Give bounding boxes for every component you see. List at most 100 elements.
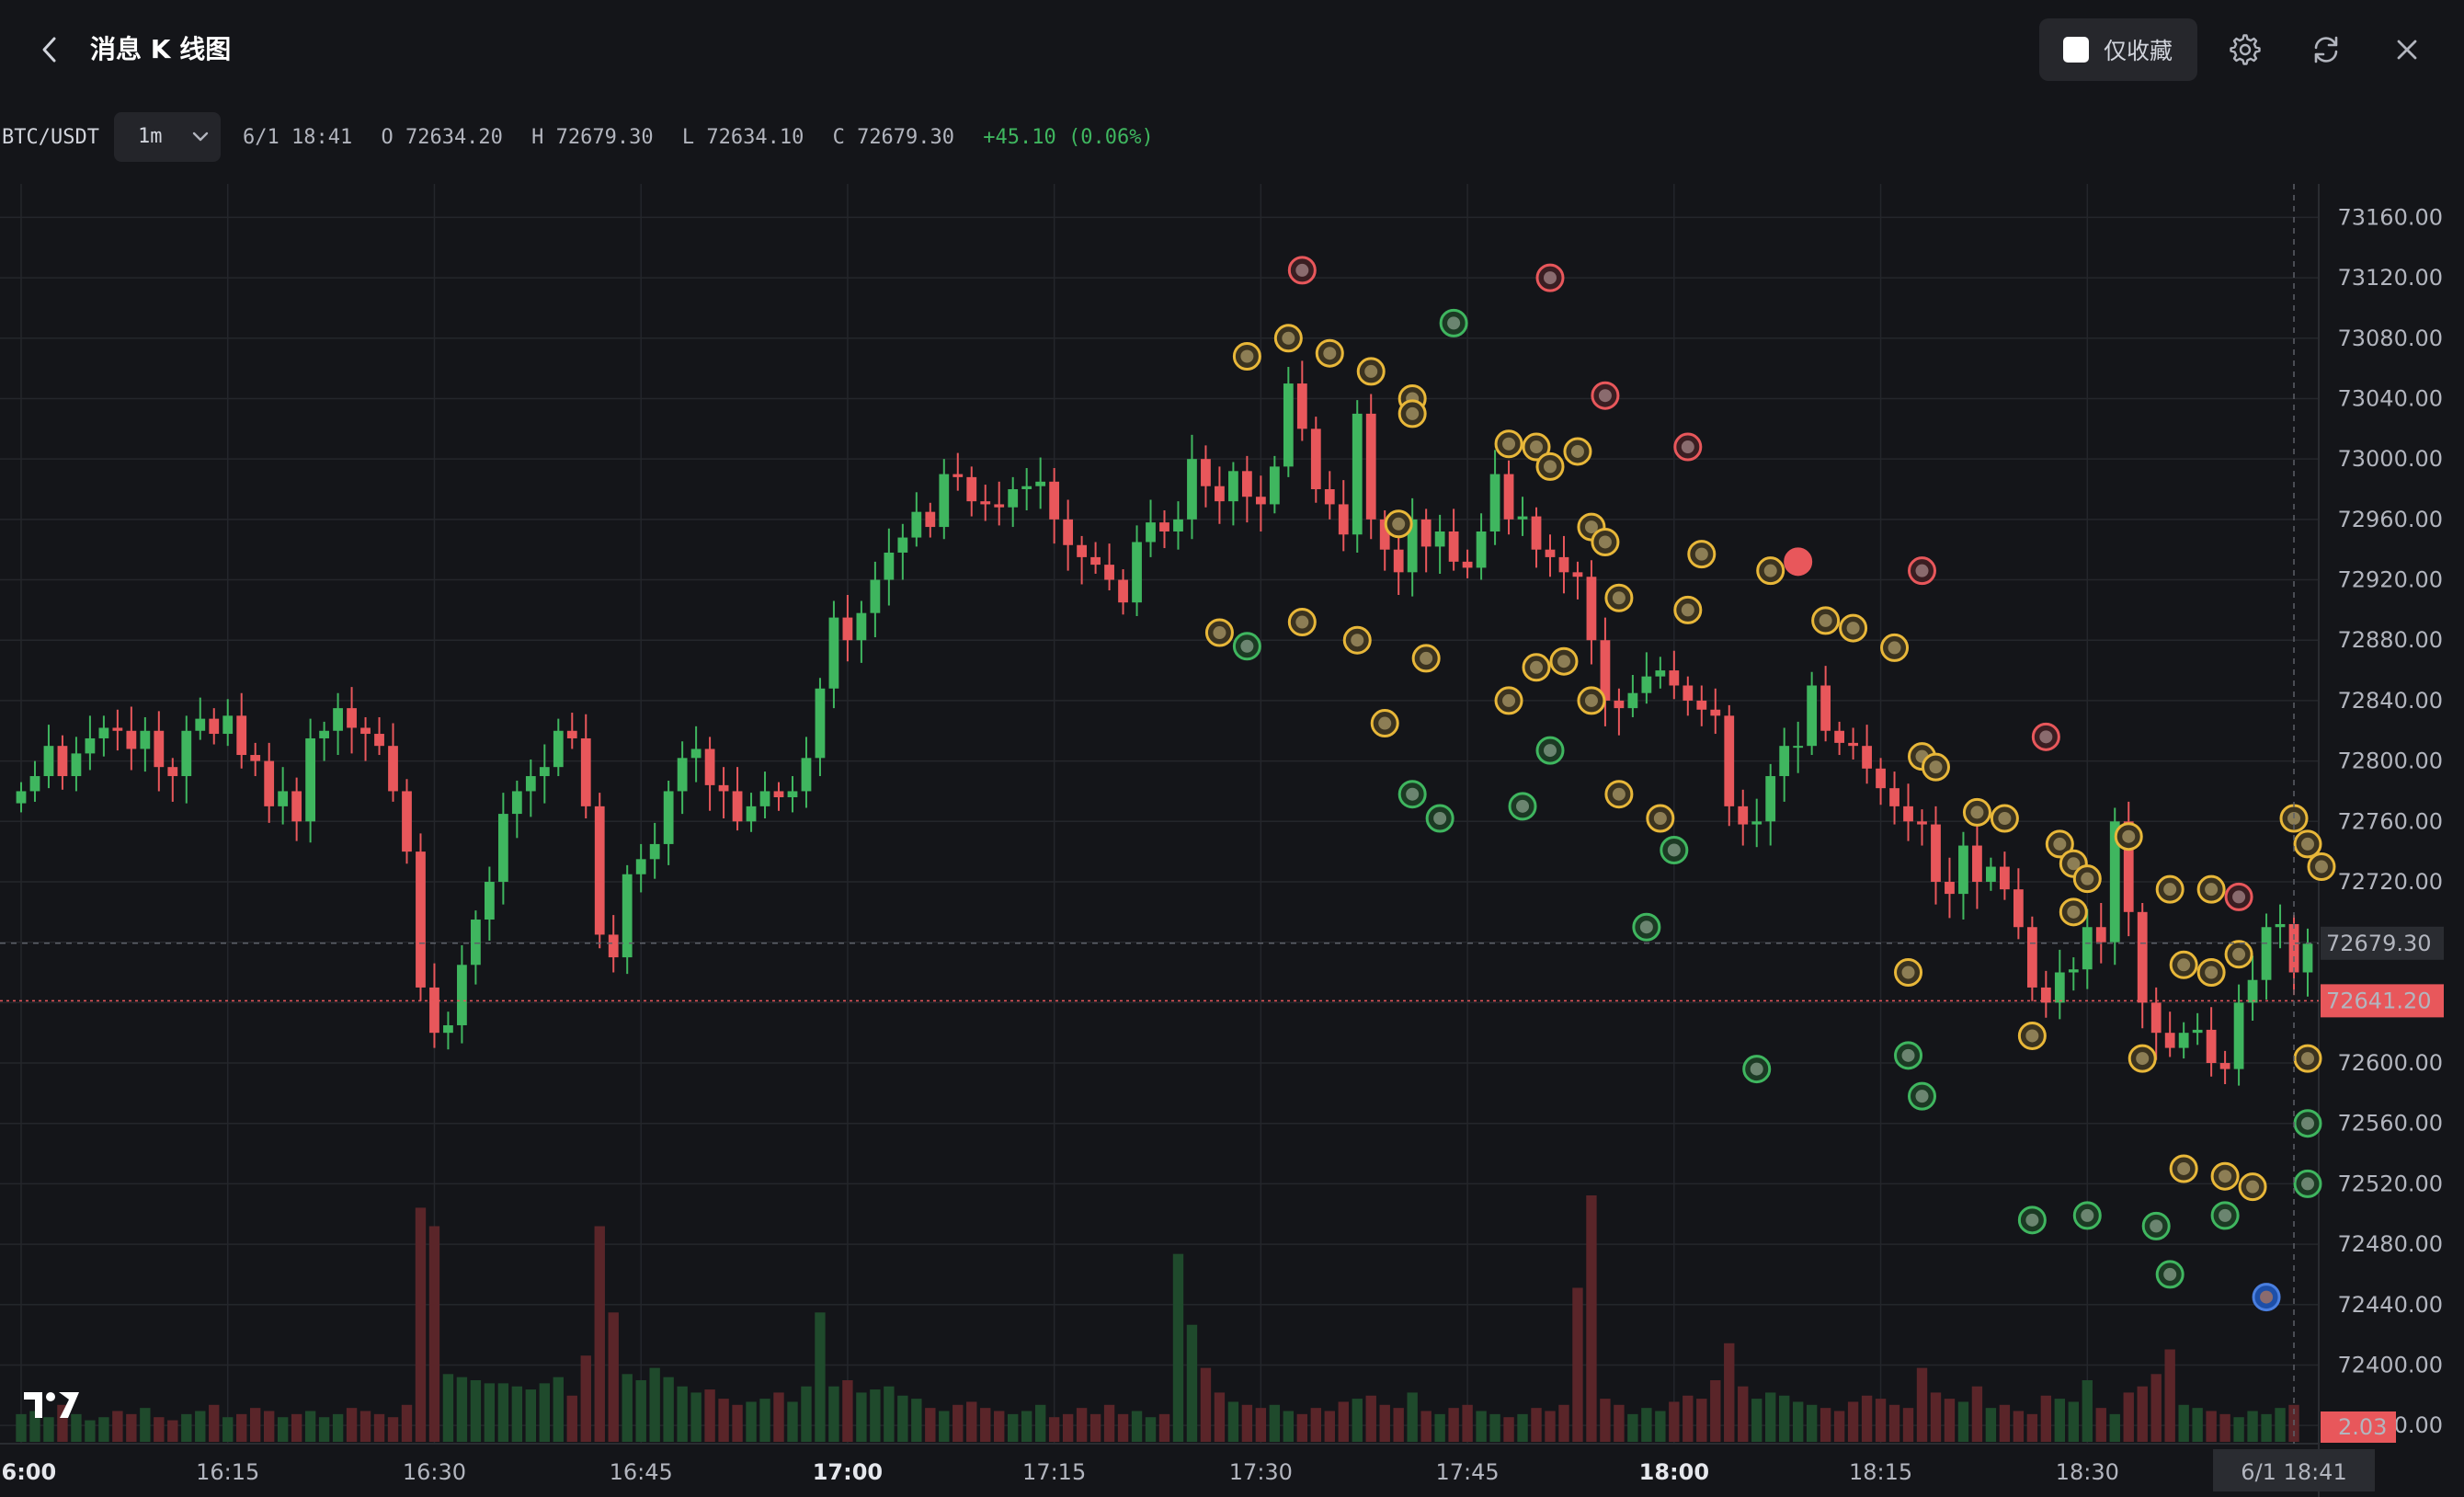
candle-body <box>1614 700 1625 709</box>
news-marker-avatar <box>2025 1029 2039 1043</box>
interval-selector[interactable]: 1m <box>114 112 221 162</box>
volume-bar <box>2054 1399 2066 1442</box>
volume-bar <box>2068 1401 2080 1442</box>
close-button[interactable] <box>2385 28 2429 72</box>
close-icon <box>2397 40 2417 60</box>
volume-bar <box>1131 1411 1143 1442</box>
volume-bar <box>373 1413 385 1442</box>
volume-bar <box>566 1395 577 1442</box>
price-tick-label: 72920.00 <box>2337 567 2443 593</box>
candle-body <box>2247 979 2258 1003</box>
candle-body <box>1834 730 1845 743</box>
volume-bar <box>1586 1195 1597 1442</box>
volume-bar <box>649 1367 660 1442</box>
candle-body <box>1201 459 1211 486</box>
volume-bar <box>2233 1417 2244 1442</box>
volume-bar <box>580 1355 591 1442</box>
candle-body <box>2302 943 2313 973</box>
news-marker-avatar <box>1530 440 1544 454</box>
volume-bar <box>732 1404 743 1442</box>
top-bar: 消息 K 线图 仅收藏 <box>0 0 2464 99</box>
candlestick-chart[interactable]: 73160.00 73120.00 73080.00 73040.00 73000.00… <box>0 184 2464 1497</box>
candle-body <box>1407 519 1418 573</box>
time-tick-label: 18:00 <box>1639 1459 1709 1485</box>
candle-body <box>1228 471 1238 502</box>
volume-bar <box>359 1411 371 1442</box>
candle-body <box>1793 746 1804 748</box>
candle-body <box>16 791 27 804</box>
settings-button[interactable] <box>2223 28 2267 72</box>
candle-body <box>2261 927 2272 980</box>
candle-body <box>994 504 1005 508</box>
candle-body <box>112 727 123 731</box>
back-button[interactable] <box>28 28 72 72</box>
news-marker-avatar <box>1323 347 1337 360</box>
volume-bar <box>1600 1399 1611 1442</box>
volume-bar <box>1669 1401 1680 1442</box>
volume-bar <box>2150 1374 2162 1442</box>
news-marker-avatar <box>2287 812 2301 825</box>
volume-bar <box>1545 1411 1556 1442</box>
volume-bar <box>1255 1408 1267 1442</box>
volume-bar <box>718 1399 729 1442</box>
volume-bar <box>1172 1253 1184 1442</box>
price-tick-label: 73000.00 <box>2337 446 2443 472</box>
candle-body <box>1958 845 1968 895</box>
refresh-button[interactable] <box>2304 28 2348 72</box>
page-title: 消息 K 线图 <box>90 34 232 64</box>
news-marker-avatar <box>1915 564 1929 577</box>
candle-body <box>1008 489 1019 508</box>
favorites-only-label: 仅收藏 <box>2104 38 2173 64</box>
candle-body <box>1807 685 1818 747</box>
price-tick-label: 73080.00 <box>2337 326 2443 351</box>
volume-bar <box>154 1417 165 1442</box>
volume-bar <box>1641 1408 1652 1442</box>
volume-bar <box>236 1413 247 1442</box>
news-marker-avatar <box>2163 1267 2177 1281</box>
price-tick-label: 72880.00 <box>2337 627 2443 653</box>
volume-bar <box>663 1377 674 1442</box>
volume-bar <box>953 1404 964 1442</box>
favorites-only-checkbox[interactable] <box>2063 37 2089 63</box>
news-marker <box>1784 547 1813 577</box>
candle-body <box>1655 670 1666 677</box>
candle-body <box>704 748 715 785</box>
time-tick-label: 17:45 <box>1436 1459 1500 1485</box>
volume-bar <box>511 1386 523 1442</box>
candle-body <box>732 791 743 822</box>
volume-bar <box>690 1392 702 1442</box>
candle-body <box>2233 1002 2244 1069</box>
news-marker-avatar <box>1378 716 1392 730</box>
volume-bar <box>2206 1411 2217 1442</box>
volume-bar <box>1778 1395 1790 1442</box>
candle-body <box>305 737 316 822</box>
news-marker-avatar <box>1392 517 1406 531</box>
candle-body <box>622 874 633 958</box>
candle-body <box>71 753 82 777</box>
news-marker-avatar <box>2219 1170 2232 1183</box>
news-marker-avatar <box>1694 547 1708 561</box>
candle-body <box>911 511 922 538</box>
volume-bar <box>401 1404 413 1442</box>
favorites-only-toggle[interactable]: 仅收藏 <box>2039 18 2197 81</box>
news-marker-avatar <box>1584 693 1598 707</box>
candle-body <box>1146 522 1156 543</box>
refresh-icon <box>2314 36 2338 63</box>
volume-bar <box>897 1395 908 1442</box>
candle-body <box>1751 821 1762 825</box>
candle-body <box>374 734 384 747</box>
news-marker-avatar <box>1653 812 1667 825</box>
candle-body <box>1462 561 1473 568</box>
legend-open: O 72634.20 <box>381 126 503 149</box>
candle-body <box>264 760 275 806</box>
candle-body <box>1586 577 1597 641</box>
candle-body <box>787 791 798 798</box>
volume-bar <box>1476 1411 1487 1442</box>
chart-canvas[interactable]: 73160.00 73120.00 73080.00 73040.00 73000.00… <box>0 184 2464 1497</box>
volume-bar <box>2261 1413 2272 1442</box>
volume-bar <box>704 1389 715 1442</box>
candle-body <box>594 806 605 935</box>
candle-body <box>250 755 261 761</box>
news-marker-avatar <box>1543 744 1557 758</box>
candle-body <box>126 730 137 749</box>
